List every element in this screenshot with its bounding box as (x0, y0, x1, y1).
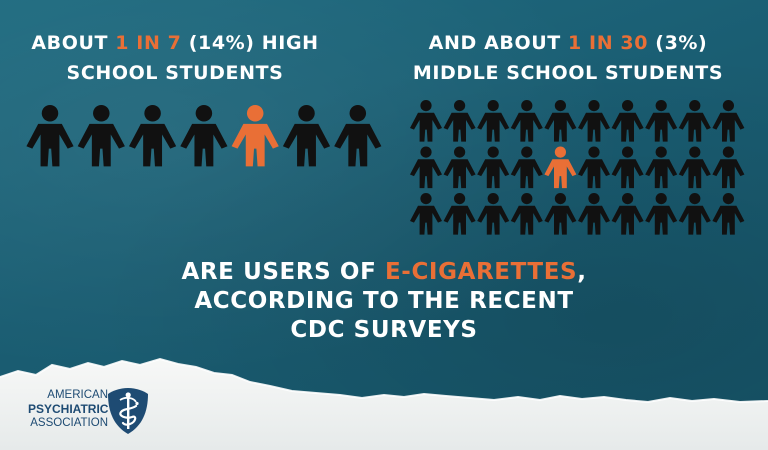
person-icon (410, 146, 442, 189)
apa-logo-text: AMERICAN PSYCHIATRIC ASSOCIATION (28, 388, 108, 430)
middle-school-heading-line2: MIDDLE SCHOOL STUDENTS (412, 62, 724, 84)
person-icon (712, 193, 745, 235)
person-icon (645, 100, 678, 142)
person-icon (443, 146, 476, 189)
person-icon (578, 193, 610, 235)
person-icon (26, 105, 74, 167)
person-icon (678, 100, 711, 142)
person-icon (410, 100, 442, 142)
person-icon (578, 146, 610, 189)
person-icon (129, 105, 177, 167)
person-icon (477, 100, 510, 142)
middle-school-heading: AND ABOUT 1 IN 30 (3%) MIDDLE SCHOOL STU… (398, 28, 738, 88)
middle-school-heading-line1: AND ABOUT 1 IN 30 (3%) (428, 32, 708, 54)
person-icon (477, 146, 510, 189)
person-icon (678, 193, 711, 235)
middle-school-ratio: 1 IN 30 (568, 32, 649, 54)
logo-line-american: AMERICAN (47, 389, 108, 401)
person-icon (645, 193, 678, 235)
high-school-ratio: 1 IN 7 (115, 32, 182, 54)
high-school-heading-line1: ABOUT 1 IN 7 (14%) HIGH (31, 32, 319, 54)
person-icon (334, 105, 382, 167)
person-icon (611, 193, 644, 235)
person-icon (578, 100, 610, 142)
person-icon (544, 100, 577, 142)
tagline-line3: CDC SURVEYS (290, 317, 478, 343)
person-icon (282, 105, 331, 167)
person-icon (611, 100, 644, 142)
tagline-line2: ACCORDING TO THE RECENT (194, 288, 574, 314)
torn-paper-strip (0, 357, 768, 450)
middle-school-figure-grid (410, 100, 745, 235)
person-icon (645, 146, 678, 189)
logo-line-psychiatric: PSYCHIATRIC (28, 402, 109, 416)
tagline-line1: ARE USERS OF E-CIGARETTES, (181, 259, 587, 285)
highlighted-person-icon (231, 105, 279, 167)
person-icon (77, 105, 125, 167)
high-school-figure-row (26, 105, 382, 167)
tagline: ARE USERS OF E-CIGARETTES, ACCORDING TO … (150, 258, 618, 345)
highlighted-person-icon (544, 146, 577, 189)
person-icon (678, 146, 711, 189)
person-icon (510, 146, 543, 189)
high-school-heading-line2: SCHOOL STUDENTS (66, 62, 284, 84)
person-icon (180, 105, 228, 167)
caduceus-icon (108, 388, 148, 434)
logo-line-association: ASSOCIATION (30, 417, 108, 429)
person-icon (712, 146, 745, 189)
person-icon (510, 193, 543, 235)
person-icon (443, 100, 476, 142)
person-icon (544, 193, 577, 235)
person-icon (443, 193, 476, 235)
person-icon (510, 100, 543, 142)
high-school-heading: ABOUT 1 IN 7 (14%) HIGH SCHOOL STUDENTS (10, 28, 340, 88)
person-icon (712, 100, 745, 142)
person-icon (611, 146, 644, 189)
person-icon (410, 193, 442, 235)
person-icon (477, 193, 510, 235)
tagline-highlight: E-CIGARETTES (385, 259, 578, 285)
